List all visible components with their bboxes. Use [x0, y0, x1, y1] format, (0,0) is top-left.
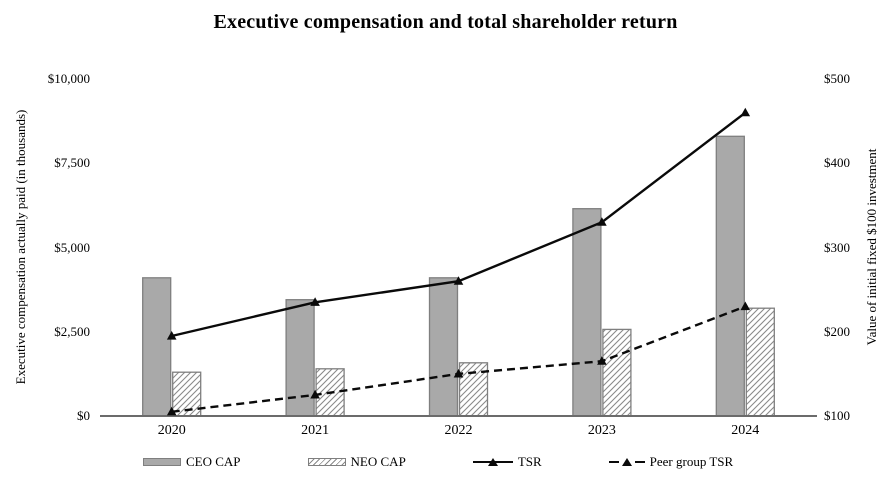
right-axis-tick-label: $300	[824, 239, 850, 255]
x-axis-category-label: 2024	[731, 423, 760, 438]
left-axis-tick-label: $5,000	[54, 239, 90, 255]
legend: CEO CAP NEO CAP TSR Peer group TSR	[143, 454, 733, 470]
left-axis-tick-label: $2,500	[54, 323, 90, 339]
triangle-marker-icon	[453, 368, 464, 378]
legend-label-neo-cap: NEO CAP	[350, 454, 406, 469]
x-axis-category-label: 2021	[301, 423, 330, 438]
plot-area	[100, 79, 817, 420]
legend-label-tsr: TSR	[517, 454, 542, 469]
chart-title: Executive compensation and total shareho…	[213, 11, 678, 33]
dash-icon	[634, 460, 645, 464]
triangle-marker-icon	[453, 276, 464, 285]
legend-item-neo-cap: NEO CAP	[307, 454, 406, 470]
x-axis-category-label: 2023	[587, 423, 616, 438]
right-axis-tick-label: $100	[824, 408, 850, 423]
left-axis-tick-label: $0	[77, 408, 90, 423]
x-axis-category-label: 2020	[157, 423, 186, 438]
triangle-marker-icon	[740, 301, 751, 311]
triangle-marker-icon	[740, 107, 751, 117]
left-axis-tick-label: $10,000	[47, 71, 90, 86]
ceo-cap-bar	[142, 277, 172, 417]
right-axis-tick-label: $200	[824, 323, 850, 339]
triangle-marker-icon	[597, 217, 607, 226]
neo-cap-bar	[745, 307, 775, 417]
legend-label-peer-group-tsr: Peer group TSR	[649, 454, 734, 469]
tsr-line-swatch	[472, 458, 513, 466]
peer-group-tsr-line-swatch	[608, 458, 645, 466]
ceo-cap-bar	[428, 277, 459, 417]
left-axis-tick-label: $7,500	[54, 155, 90, 171]
peer-tsr-marker-icon	[621, 458, 632, 466]
peer-group-tsr-line	[171, 305, 746, 413]
triangle-marker-icon	[166, 406, 177, 416]
x-axis-category-label: 2022	[444, 423, 473, 438]
legend-item-tsr: TSR	[472, 454, 542, 470]
right-axis-tick-label: $400	[824, 155, 850, 171]
right-axis-tick-label: $500	[824, 71, 850, 86]
ceo-cap-bar-swatch	[143, 458, 181, 466]
triangle-marker-icon	[310, 389, 320, 399]
triangle-marker-icon	[166, 331, 177, 340]
plot-svg	[100, 107, 817, 417]
ceo-cap-bar	[715, 135, 745, 417]
tsr-line	[171, 111, 747, 338]
triangle-marker-icon	[310, 297, 320, 306]
legend-label-ceo-cap: CEO CAP	[186, 454, 241, 469]
neo-cap-bar	[602, 328, 632, 417]
tsr-marker-icon	[487, 458, 498, 466]
ceo-cap-bar	[572, 208, 602, 417]
right-axis-title: Value of initial fixed $100 investment	[864, 148, 879, 346]
legend-item-peer-group-tsr: Peer group TSR	[608, 454, 734, 470]
legend-item-ceo-cap: CEO CAP	[143, 454, 241, 470]
neo-cap-bar-swatch	[307, 458, 346, 466]
triangle-marker-icon	[597, 356, 607, 365]
dash-icon	[608, 460, 619, 464]
